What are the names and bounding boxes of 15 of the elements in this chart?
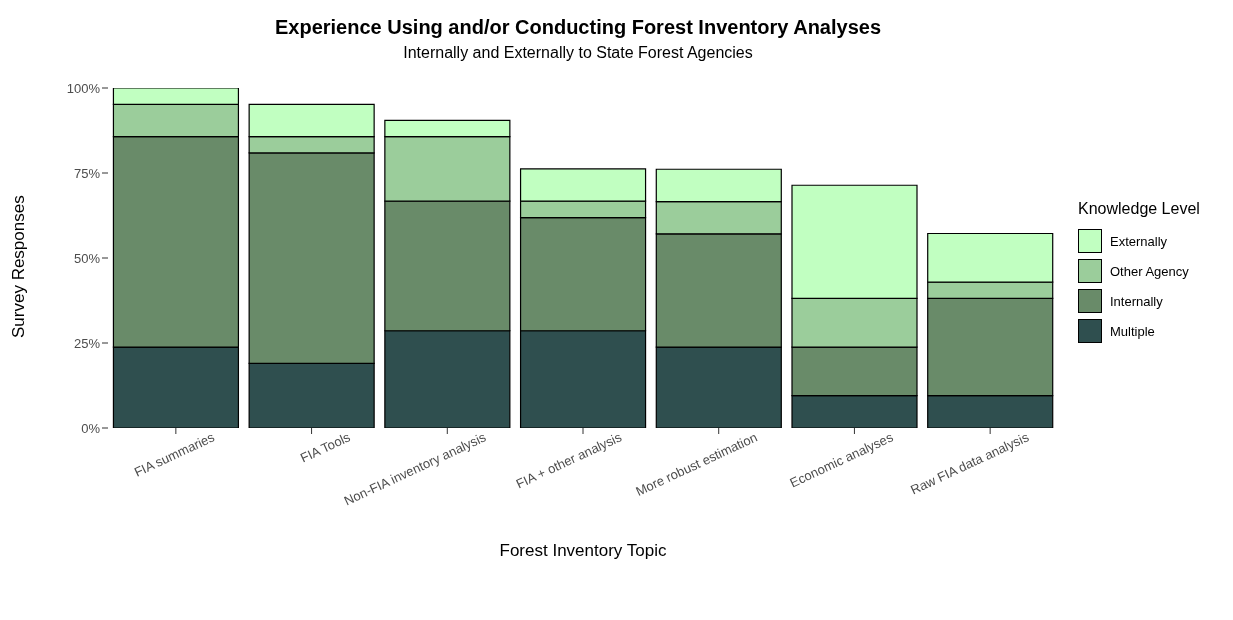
- y-tick-label: 100%: [66, 80, 101, 96]
- x-axis-title: Forest Inventory Topic: [499, 541, 667, 560]
- x-tick-label: FIA Tools: [297, 429, 353, 466]
- y-tick-label: 75%: [73, 165, 101, 181]
- legend-label: Other Agency: [1110, 263, 1189, 279]
- legend-label: Internally: [1110, 293, 1163, 309]
- legend-label: Multiple: [1110, 323, 1155, 339]
- y-axis-title: Survey Responses: [9, 195, 29, 338]
- legend-label: Externally: [1110, 233, 1168, 249]
- chart-title: Experience Using and/or Conducting Forest Inventory Analyses: [273, 16, 883, 39]
- chart-subtitle: Internally and Externally to State Forest Agencies: [402, 44, 754, 62]
- legend-title: Knowledge Level: [1078, 200, 1200, 218]
- y-tick-label: 0%: [81, 420, 101, 436]
- y-tick-label: 25%: [73, 335, 101, 351]
- y-tick-label: 50%: [73, 250, 101, 266]
